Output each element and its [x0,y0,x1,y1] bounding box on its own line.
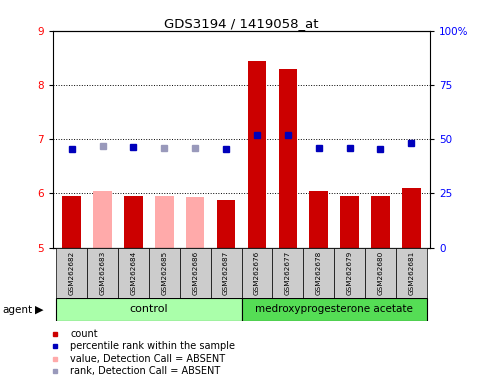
Text: percentile rank within the sample: percentile rank within the sample [70,341,235,351]
Text: GSM262680: GSM262680 [377,250,384,295]
Bar [62,196,81,248]
Text: GSM262682: GSM262682 [69,250,75,295]
Bar [186,197,204,248]
Bar [56,248,87,298]
Text: agent: agent [2,305,32,315]
Text: medroxyprogesterone acetate: medroxyprogesterone acetate [255,304,413,314]
Bar [402,188,421,248]
Bar [303,248,334,298]
Bar [155,196,173,248]
Bar [371,196,390,248]
Bar [149,248,180,298]
Bar [56,298,242,321]
Text: GSM262677: GSM262677 [285,250,291,295]
Bar [87,248,118,298]
Text: GSM262685: GSM262685 [161,250,167,295]
Bar [396,248,427,298]
Bar [365,248,396,298]
Text: count: count [70,329,98,339]
Bar [217,200,235,248]
Text: GSM262684: GSM262684 [130,250,136,295]
Text: GSM262679: GSM262679 [347,250,353,295]
Bar [310,191,328,248]
Bar [180,248,211,298]
Text: rank, Detection Call = ABSENT: rank, Detection Call = ABSENT [70,366,220,376]
Text: control: control [129,304,168,314]
Text: GSM262687: GSM262687 [223,250,229,295]
Text: GSM262683: GSM262683 [99,250,106,295]
Text: GSM262686: GSM262686 [192,250,198,295]
Bar [242,298,427,321]
Title: GDS3194 / 1419058_at: GDS3194 / 1419058_at [164,17,319,30]
Text: GSM262681: GSM262681 [408,250,414,295]
Bar [242,248,272,298]
Bar [279,69,297,248]
Bar [211,248,242,298]
Text: ▶: ▶ [35,305,44,315]
Bar [93,191,112,248]
Bar [341,196,359,248]
Text: GSM262678: GSM262678 [316,250,322,295]
Text: GSM262676: GSM262676 [254,250,260,295]
Bar [272,248,303,298]
Bar [334,248,365,298]
Bar [124,196,142,248]
Text: value, Detection Call = ABSENT: value, Detection Call = ABSENT [70,354,225,364]
Bar [118,248,149,298]
Bar [248,61,266,248]
